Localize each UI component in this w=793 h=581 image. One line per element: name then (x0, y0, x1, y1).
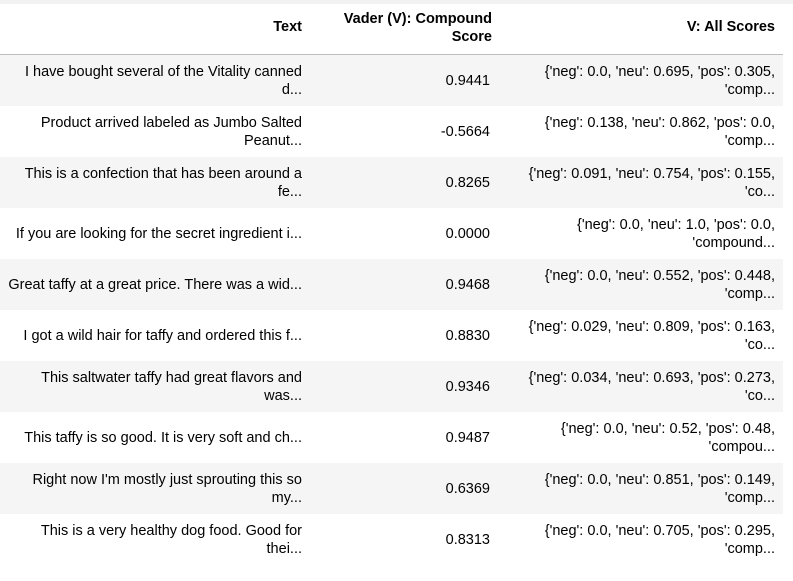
cell-text: This taffy is so good. It is very soft a… (0, 411, 310, 463)
table-header: Text Vader (V): Compound Score V: All Sc… (0, 10, 783, 55)
cell-compound-score: 0.8313 (310, 513, 500, 565)
table-row: This is a very healthy dog food. Good fo… (0, 513, 783, 565)
cell-compound-score: 0.0000 (310, 207, 500, 259)
cell-all-scores: {'neg': 0.029, 'neu': 0.809, 'pos': 0.16… (500, 309, 783, 361)
table-row: This taffy is so good. It is very soft a… (0, 411, 783, 463)
table-row: If you are looking for the secret ingred… (0, 207, 783, 259)
cell-compound-score: 0.9487 (310, 411, 500, 463)
cell-all-scores: {'neg': 0.091, 'neu': 0.754, 'pos': 0.15… (500, 156, 783, 208)
column-header-compound-score: Vader (V): Compound Score (310, 10, 500, 55)
cell-text: Product arrived labeled as Jumbo Salted … (0, 105, 310, 157)
cell-all-scores: {'neg': 0.0, 'neu': 0.695, 'pos': 0.305,… (500, 54, 783, 106)
column-header-compound-score-label: Vader (V): Compound Score (343, 11, 492, 45)
cell-text: This is a very healthy dog food. Good fo… (0, 513, 310, 565)
cell-compound-score: 0.9468 (310, 258, 500, 310)
column-header-text: Text (0, 10, 310, 55)
cell-all-scores: {'neg': 0.0, 'neu': 1.0, 'pos': 0.0, 'co… (500, 207, 783, 259)
cell-text: Great taffy at a great price. There was … (0, 258, 310, 310)
cell-text: I got a wild hair for taffy and ordered … (0, 309, 310, 361)
cell-compound-score: 0.6369 (310, 462, 500, 514)
dataframe-table: Text Vader (V): Compound Score V: All Sc… (0, 10, 783, 565)
table-body: I have bought several of the Vitality ca… (0, 54, 783, 565)
cell-compound-score: -0.5664 (310, 105, 500, 157)
cell-compound-score: 0.8830 (310, 309, 500, 361)
cell-text: This saltwater taffy had great flavors a… (0, 360, 310, 412)
cell-compound-score: 0.9441 (310, 54, 500, 106)
cell-all-scores: {'neg': 0.0, 'neu': 0.705, 'pos': 0.295,… (500, 513, 783, 565)
cell-all-scores: {'neg': 0.138, 'neu': 0.862, 'pos': 0.0,… (500, 105, 783, 157)
table-row: I got a wild hair for taffy and ordered … (0, 309, 783, 361)
table-row: Great taffy at a great price. There was … (0, 258, 783, 310)
cell-all-scores: {'neg': 0.0, 'neu': 0.552, 'pos': 0.448,… (500, 258, 783, 310)
cell-text: If you are looking for the secret ingred… (0, 207, 310, 259)
cell-compound-score: 0.8265 (310, 156, 500, 208)
cell-text: This is a confection that has been aroun… (0, 156, 310, 208)
table-row: Right now I'm mostly just sprouting this… (0, 462, 783, 514)
cell-all-scores: {'neg': 0.034, 'neu': 0.693, 'pos': 0.27… (500, 360, 783, 412)
table-row: This saltwater taffy had great flavors a… (0, 360, 783, 412)
table-row: Product arrived labeled as Jumbo Salted … (0, 105, 783, 157)
table-row: This is a confection that has been aroun… (0, 156, 783, 208)
header-row: Text Vader (V): Compound Score V: All Sc… (0, 10, 783, 55)
cell-text: I have bought several of the Vitality ca… (0, 54, 310, 106)
table-row: I have bought several of the Vitality ca… (0, 54, 783, 106)
cell-all-scores: {'neg': 0.0, 'neu': 0.851, 'pos': 0.149,… (500, 462, 783, 514)
cell-output-top-edge (0, 0, 793, 4)
cell-all-scores: {'neg': 0.0, 'neu': 0.52, 'pos': 0.48, '… (500, 411, 783, 463)
cell-text: Right now I'm mostly just sprouting this… (0, 462, 310, 514)
cell-compound-score: 0.9346 (310, 360, 500, 412)
column-header-all-scores: V: All Scores (500, 10, 783, 55)
